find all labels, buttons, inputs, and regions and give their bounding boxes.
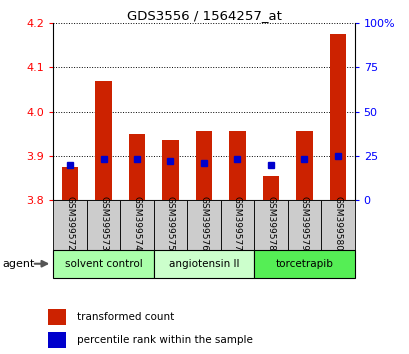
Text: GSM399574: GSM399574 [132, 196, 141, 251]
Bar [48, 332, 66, 348]
Text: GSM399579: GSM399579 [299, 196, 308, 251]
Bar [53, 200, 87, 250]
Text: solvent control: solvent control [65, 259, 142, 269]
Bar [120, 200, 153, 250]
Text: torcetrapib: torcetrapib [275, 259, 333, 269]
Title: GDS3556 / 1564257_at: GDS3556 / 1564257_at [126, 9, 281, 22]
Bar [229, 131, 245, 200]
Bar [187, 200, 220, 250]
Bar [87, 200, 120, 250]
Bar [61, 167, 78, 200]
Text: GSM399577: GSM399577 [232, 196, 241, 251]
Text: GSM399572: GSM399572 [65, 196, 74, 251]
Bar [153, 200, 187, 250]
Bar [128, 133, 145, 200]
Text: GSM399578: GSM399578 [266, 196, 275, 251]
Bar [153, 250, 254, 278]
Text: agent: agent [2, 259, 34, 269]
Bar [295, 131, 312, 200]
Bar [254, 250, 354, 278]
Text: GSM399576: GSM399576 [199, 196, 208, 251]
Bar [53, 250, 153, 278]
Text: GSM399573: GSM399573 [99, 196, 108, 251]
Bar [329, 34, 346, 200]
Bar [262, 176, 279, 200]
Bar [220, 200, 254, 250]
Bar [95, 80, 112, 200]
Bar [195, 131, 212, 200]
Text: GSM399580: GSM399580 [333, 196, 342, 251]
Bar [287, 200, 320, 250]
Bar [320, 200, 354, 250]
Bar [48, 309, 66, 325]
Bar [254, 200, 287, 250]
Text: percentile rank within the sample: percentile rank within the sample [77, 335, 252, 346]
Text: transformed count: transformed count [77, 312, 174, 322]
Bar [162, 140, 178, 200]
Text: GSM399575: GSM399575 [166, 196, 175, 251]
Text: angiotensin II: angiotensin II [169, 259, 238, 269]
